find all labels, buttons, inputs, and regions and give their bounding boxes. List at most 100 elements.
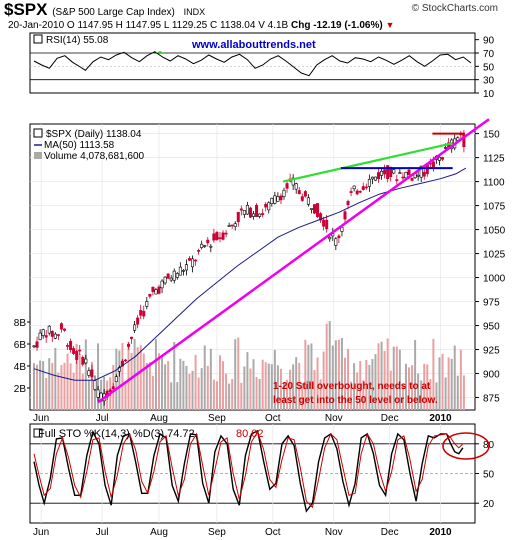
volume-bar — [69, 363, 72, 410]
volume-bar — [127, 341, 130, 410]
candle-body — [169, 277, 173, 281]
source-credit: © StockCharts.com — [411, 3, 498, 14]
volume-bar — [408, 367, 411, 410]
volume-bar — [292, 364, 295, 410]
volume-bar — [151, 375, 154, 410]
price-tick-label: 1125 — [483, 154, 505, 165]
volume-bar — [264, 362, 267, 410]
volume-bar — [78, 354, 81, 410]
candle-body — [197, 250, 201, 252]
volume-bar — [328, 321, 331, 410]
volume-bar — [319, 379, 322, 410]
volume-bar — [75, 343, 78, 410]
candle-body — [148, 293, 152, 297]
rsi-tick-label: 50 — [483, 62, 495, 73]
candle-body — [346, 201, 350, 206]
price-tick-label: 975 — [483, 298, 500, 309]
candle-body — [96, 389, 100, 398]
candle-body — [380, 171, 384, 176]
volume-bar — [447, 357, 450, 410]
candle-body — [306, 197, 310, 205]
stoch-legend-k: %K(14,3) %D(3) 74.72, — [84, 428, 198, 440]
volume-bar — [286, 379, 289, 410]
stoch-month-label: Nov — [325, 527, 343, 538]
overbought-circle-annotation — [442, 432, 490, 460]
candle-body — [386, 165, 390, 179]
month-label: Oct — [265, 413, 281, 424]
volume-bar — [72, 372, 75, 410]
volume-bar — [54, 347, 57, 410]
candle-body — [87, 370, 91, 376]
candle-body — [203, 245, 207, 247]
stoch-legend-swatch — [33, 428, 43, 438]
candle-body — [166, 273, 170, 279]
candle-body — [233, 223, 237, 227]
volume-bar — [243, 366, 246, 410]
volume-bar — [276, 365, 279, 410]
stoch-month-label: Oct — [265, 527, 281, 538]
candle-body — [172, 270, 176, 281]
index-name: (S&P 500 Large Cap Index) — [52, 7, 175, 18]
volume-bar — [301, 383, 304, 410]
volume-bar — [42, 361, 45, 410]
candle-body — [279, 195, 283, 201]
volume-bar — [139, 345, 142, 410]
candle-body — [215, 232, 219, 240]
price-tick-label: 1075 — [483, 202, 506, 213]
candle-body — [35, 341, 39, 348]
volume-tick-label: 4B — [14, 362, 27, 373]
candle-body — [395, 179, 399, 181]
candle-body — [236, 211, 240, 223]
volume-bar — [167, 361, 170, 410]
volume-bar — [395, 346, 398, 410]
volume-bar — [215, 381, 218, 410]
ma50-legend: MA(50) 1113.58 — [44, 140, 115, 151]
candle-body — [377, 172, 381, 180]
volume-bar — [283, 382, 286, 410]
candle-body — [319, 213, 323, 221]
candle-body — [276, 196, 280, 202]
candle-body — [291, 177, 295, 186]
month-label: Nov — [325, 413, 343, 424]
candle-body — [69, 341, 73, 351]
volume-bar — [179, 358, 182, 410]
price-legend-swatch — [33, 128, 43, 138]
volume-bar — [206, 365, 209, 410]
volume-bar — [322, 351, 325, 410]
volume-bar — [170, 382, 173, 410]
candle-body — [398, 172, 402, 174]
rsi-panel: 90 70 50 30 10 — [30, 34, 495, 100]
candle-body — [75, 351, 79, 360]
rsi-legend: RSI(14) 55.08 — [46, 35, 109, 46]
candle-body — [343, 211, 347, 220]
volume-bar — [356, 372, 359, 410]
month-label: Aug — [150, 413, 168, 424]
volume-bar — [237, 337, 240, 410]
volume-bar — [353, 363, 356, 410]
price-panel: 150 1125 1100 1075 1050 1025 1000 975 950 925 900 8… — [14, 118, 506, 424]
candle-body — [264, 203, 268, 208]
stoch-month-label: Jun — [33, 527, 49, 538]
candle-body — [300, 196, 304, 201]
month-label: Sep — [208, 413, 226, 424]
price-tick-label: 925 — [483, 346, 500, 357]
candle-body — [127, 344, 131, 347]
volume-bar — [453, 345, 456, 410]
volume-bar — [118, 350, 121, 410]
candle-body — [200, 243, 204, 248]
candle-body — [130, 336, 134, 339]
volume-bar — [365, 360, 368, 410]
volume-bar — [57, 372, 60, 410]
rsi-legend-swatch — [33, 34, 43, 44]
volume-bar — [176, 382, 179, 410]
volume-bar — [340, 338, 343, 410]
price-tick-label: 1050 — [483, 226, 506, 237]
volume-bar — [209, 348, 212, 410]
volume-bar — [87, 379, 90, 410]
volume-bar — [142, 353, 145, 410]
candle-body — [252, 213, 256, 217]
volume-bar — [93, 382, 96, 410]
candle-body — [422, 171, 426, 177]
